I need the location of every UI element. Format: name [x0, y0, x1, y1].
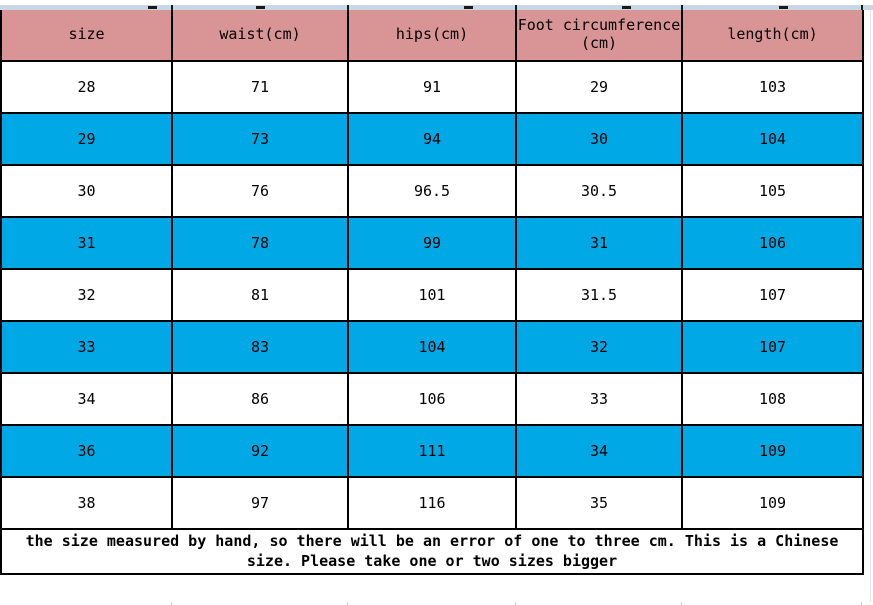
table-row: 28 71 91 29 103 — [0, 60, 864, 114]
table-cell: 104 — [347, 320, 517, 374]
table-cell: 73 — [171, 112, 349, 166]
table-cell: 78 — [171, 216, 349, 270]
gridline-tick — [347, 5, 349, 10]
table-cell: 81 — [171, 268, 349, 322]
table-cell: 107 — [681, 268, 864, 322]
column-header: waist(cm) — [171, 5, 349, 62]
table-cell: 99 — [347, 216, 517, 270]
note-row: the size measured by hand, so there will… — [0, 528, 864, 575]
table-cell: 109 — [681, 424, 864, 478]
spreadsheet-gridline — [870, 10, 871, 605]
table-cell: 31 — [515, 216, 683, 270]
table-cell: 31 — [0, 216, 173, 270]
column-header: length(cm) — [681, 5, 864, 62]
table-row: 32 81 101 31.5 107 — [0, 268, 864, 322]
table-cell: 111 — [347, 424, 517, 478]
cropped-text-artifact — [779, 6, 788, 9]
table-cell: 38 — [0, 476, 173, 530]
table-cell: 97 — [171, 476, 349, 530]
table-cell: 116 — [347, 476, 517, 530]
table-row: 31 78 99 31 106 — [0, 216, 864, 270]
gridline-tick — [681, 5, 683, 10]
table-cell: 106 — [681, 216, 864, 270]
table-cell: 96.5 — [347, 164, 517, 218]
spreadsheet-gridline — [515, 602, 516, 605]
table-cell: 106 — [347, 372, 517, 426]
table-cell: 108 — [681, 372, 864, 426]
table-cell: 33 — [515, 372, 683, 426]
table-cell: 30 — [0, 164, 173, 218]
cropped-text-artifact — [464, 6, 473, 9]
table-row: 38 97 116 35 109 — [0, 476, 864, 530]
table-cell: 34 — [515, 424, 683, 478]
table-cell: 32 — [515, 320, 683, 374]
table-cell: 29 — [515, 60, 683, 114]
cropped-text-artifact — [622, 6, 631, 9]
table-cell: 32 — [0, 268, 173, 322]
table-cell: 94 — [347, 112, 517, 166]
cropped-bottom-strip — [0, 602, 873, 605]
table-cell: 83 — [171, 320, 349, 374]
table-row: 30 76 96.5 30.5 105 — [0, 164, 864, 218]
table-cell: 29 — [0, 112, 173, 166]
column-header: size — [0, 5, 173, 62]
table-cell: 109 — [681, 476, 864, 530]
table-row: 36 92 111 34 109 — [0, 424, 864, 478]
table-cell: 107 — [681, 320, 864, 374]
table-row: 33 83 104 32 107 — [0, 320, 864, 374]
spreadsheet-gridline — [347, 602, 348, 605]
table-cell: 92 — [171, 424, 349, 478]
spreadsheet-gridline — [681, 602, 682, 605]
table-cell: 36 — [0, 424, 173, 478]
size-table: size waist(cm) hips(cm) Foot circumference … — [0, 5, 864, 575]
table-cell: 101 — [347, 268, 517, 322]
table-cell: 34 — [0, 372, 173, 426]
gridline-tick — [171, 5, 173, 10]
size-chart-page: { "colors": { "header_bg": "#d99595", "a… — [0, 5, 873, 605]
header-row: size waist(cm) hips(cm) Foot circumference … — [0, 5, 864, 62]
table-cell: 33 — [0, 320, 173, 374]
table-row: 34 86 106 33 108 — [0, 372, 864, 426]
table-cell: 28 — [0, 60, 173, 114]
cropped-text-artifact — [256, 6, 265, 9]
measurement-note: the size measured by hand, so there will… — [0, 528, 864, 575]
table-cell: 91 — [347, 60, 517, 114]
table-cell: 76 — [171, 164, 349, 218]
table-cell: 31.5 — [515, 268, 683, 322]
table-row: 29 73 94 30 104 — [0, 112, 864, 166]
spreadsheet-gridline — [861, 602, 862, 605]
cropped-text-artifact — [148, 6, 157, 9]
table-cell: 35 — [515, 476, 683, 530]
table-cell: 104 — [681, 112, 864, 166]
gridline-tick — [861, 5, 863, 10]
table-cell: 71 — [171, 60, 349, 114]
gridline-tick — [515, 5, 517, 10]
column-header: hips(cm) — [347, 5, 517, 62]
table-cell: 30.5 — [515, 164, 683, 218]
cropped-row-strip — [0, 5, 873, 10]
table-cell: 30 — [515, 112, 683, 166]
table-cell: 86 — [171, 372, 349, 426]
spreadsheet-gridline — [171, 602, 172, 605]
column-header: Foot circumference (cm) — [515, 5, 683, 62]
table-cell: 105 — [681, 164, 864, 218]
table-cell: 103 — [681, 60, 864, 114]
